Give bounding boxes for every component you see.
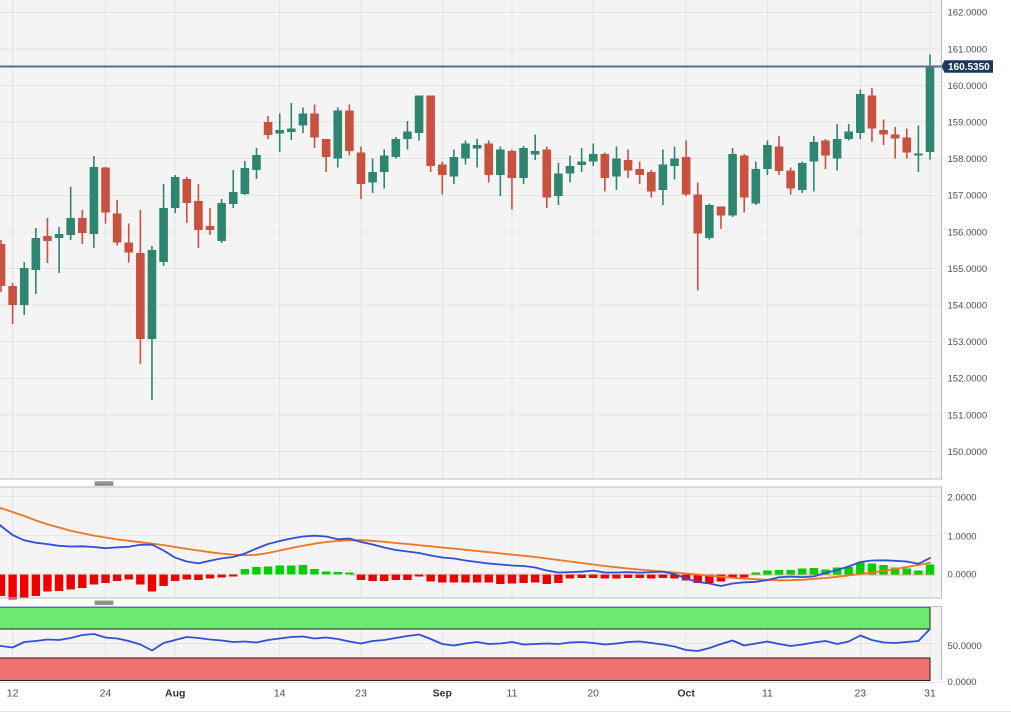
svg-text:12: 12 — [7, 688, 19, 700]
svg-text:157.0000: 157.0000 — [948, 191, 988, 202]
svg-text:Sep: Sep — [433, 688, 452, 700]
svg-text:159.0000: 159.0000 — [948, 118, 988, 129]
svg-text:24: 24 — [100, 688, 112, 700]
svg-text:154.0000: 154.0000 — [948, 301, 988, 312]
svg-text:31: 31 — [924, 688, 936, 700]
svg-text:0.0000: 0.0000 — [948, 677, 977, 688]
svg-text:14: 14 — [274, 688, 286, 700]
svg-text:Aug: Aug — [165, 688, 185, 700]
svg-text:151.0000: 151.0000 — [948, 410, 988, 421]
svg-text:161.0000: 161.0000 — [948, 44, 988, 55]
svg-text:153.0000: 153.0000 — [948, 337, 988, 348]
svg-text:156.0000: 156.0000 — [948, 227, 988, 238]
svg-text:152.0000: 152.0000 — [948, 374, 988, 385]
svg-text:23: 23 — [854, 688, 866, 700]
svg-text:2.0000: 2.0000 — [948, 492, 977, 503]
svg-text:20: 20 — [587, 688, 599, 700]
svg-text:160.5350: 160.5350 — [948, 62, 990, 73]
svg-text:11: 11 — [762, 688, 773, 700]
svg-text:23: 23 — [355, 688, 367, 700]
svg-text:160.0000: 160.0000 — [948, 81, 988, 92]
svg-text:50.0000: 50.0000 — [948, 641, 982, 652]
svg-text:162.0000: 162.0000 — [948, 8, 988, 19]
svg-text:158.0000: 158.0000 — [948, 154, 988, 165]
svg-text:Oct: Oct — [677, 688, 695, 700]
svg-text:155.0000: 155.0000 — [948, 264, 988, 275]
svg-text:11: 11 — [507, 688, 518, 700]
svg-text:150.0000: 150.0000 — [948, 447, 988, 458]
svg-text:0.0000: 0.0000 — [948, 569, 977, 580]
svg-text:1.0000: 1.0000 — [948, 532, 977, 543]
